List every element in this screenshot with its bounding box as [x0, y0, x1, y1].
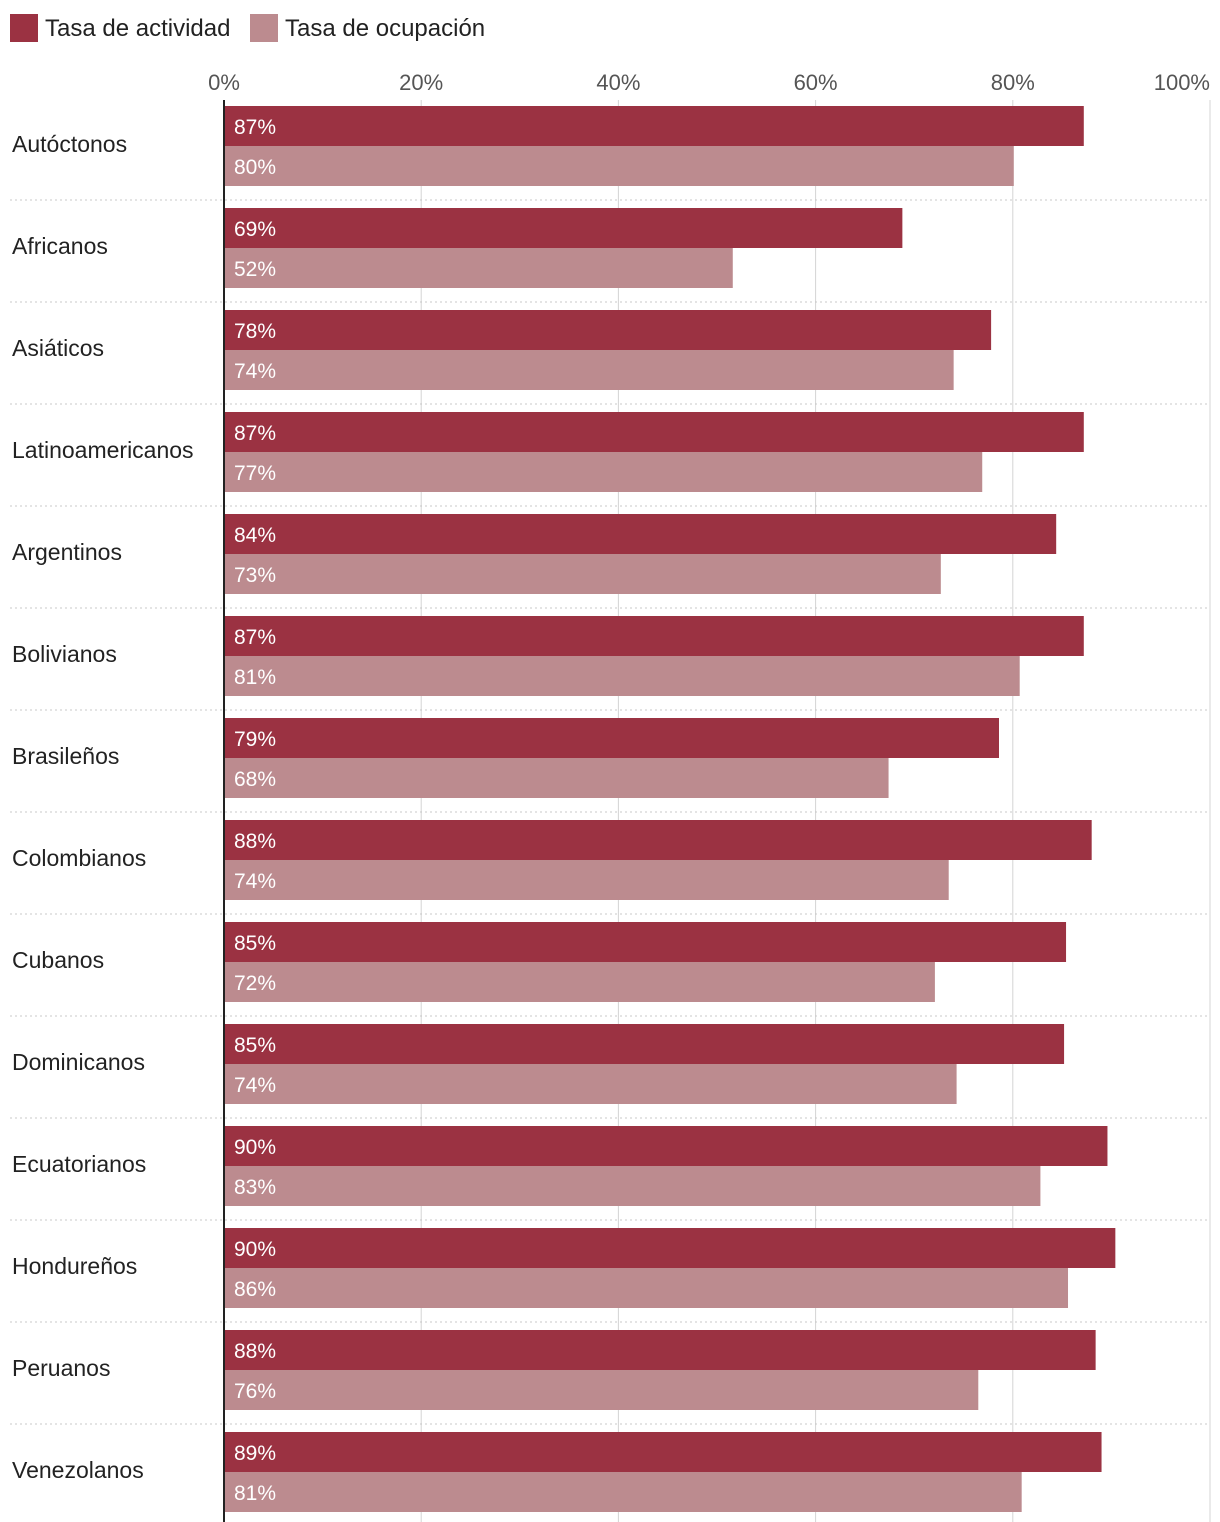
- bar-tasa-de-actividad-hondurenos: [224, 1228, 1116, 1268]
- bar-tasa-de-ocupacion-venezolanos: [224, 1472, 1022, 1512]
- bar-tasa-de-actividad-autoctonos: [224, 106, 1084, 146]
- bar-value-label: 90%: [234, 1238, 276, 1261]
- legend-label-ocupacion: Tasa de ocupación: [285, 15, 485, 42]
- bar-tasa-de-ocupacion-argentinos: [224, 554, 941, 594]
- bar-tasa-de-ocupacion-bolivianos: [224, 656, 1020, 696]
- category-label-bolivianos: Bolivianos: [12, 641, 117, 667]
- category-label-dominicanos: Dominicanos: [12, 1049, 145, 1075]
- bar-tasa-de-ocupacion-autoctonos: [224, 146, 1014, 186]
- x-axis-ticks: 0% 20% 40% 60% 80% 100%: [208, 70, 1210, 95]
- category-labels: Autóctonos Africanos Asiáticos Latinoameric…: [12, 131, 194, 1483]
- bar-tasa-de-ocupacion-asiaticos: [224, 350, 954, 390]
- bar-tasa-de-ocupacion-cubanos: [224, 962, 935, 1002]
- bar-tasa-de-ocupacion-brasilenos: [224, 758, 889, 798]
- bar-tasa-de-ocupacion-latinoamericanos: [224, 452, 983, 492]
- row-separators: [10, 199, 1210, 1425]
- category-label-colombianos: Colombianos: [12, 845, 146, 871]
- bar-tasa-de-actividad-brasilenos: [224, 718, 999, 758]
- bar-tasa-de-ocupacion-africanos: [224, 248, 733, 288]
- legend-swatch-ocupacion: [250, 14, 278, 42]
- bar-tasa-de-ocupacion-peruanos: [224, 1370, 979, 1410]
- category-label-cubanos: Cubanos: [12, 947, 104, 973]
- bar-value-label: 81%: [234, 1482, 276, 1505]
- bar-value-label: 52%: [234, 258, 276, 281]
- bar-tasa-de-actividad-argentinos: [224, 514, 1057, 554]
- bar-value-label: 90%: [234, 1136, 276, 1159]
- category-label-latinoamericanos: Latinoamericanos: [12, 437, 194, 463]
- bar-tasa-de-actividad-africanos: [224, 208, 903, 248]
- bar-value-label: 89%: [234, 1442, 276, 1465]
- bar-tasa-de-actividad-asiaticos: [224, 310, 992, 350]
- bar-value-label: 74%: [234, 1074, 276, 1097]
- x-tick-label: 0%: [208, 70, 240, 95]
- category-label-hondurenos: Hondureños: [12, 1253, 137, 1279]
- bar-value-label: 83%: [234, 1176, 276, 1199]
- bar-tasa-de-ocupacion-colombianos: [224, 860, 949, 900]
- bar-tasa-de-actividad-cubanos: [224, 922, 1067, 962]
- bar-value-label: 87%: [234, 116, 276, 139]
- bar-tasa-de-ocupacion-ecuatorianos: [224, 1166, 1041, 1206]
- bar-tasa-de-actividad-ecuatorianos: [224, 1126, 1108, 1166]
- bar-value-label: 84%: [234, 524, 276, 547]
- bar-value-label: 79%: [234, 728, 276, 751]
- category-label-brasilenos: Brasileños: [12, 743, 119, 769]
- bar-value-label: 68%: [234, 768, 276, 791]
- bar-value-label: 85%: [234, 932, 276, 955]
- x-tick-label: 40%: [596, 70, 640, 95]
- bar-value-label: 78%: [234, 320, 276, 343]
- legend-swatch-actividad: [10, 14, 38, 42]
- bar-tasa-de-actividad-bolivianos: [224, 616, 1084, 656]
- x-tick-label: 60%: [794, 70, 838, 95]
- category-label-peruanos: Peruanos: [12, 1355, 110, 1381]
- legend-label-actividad: Tasa de actividad: [45, 15, 230, 42]
- bar-tasa-de-actividad-colombianos: [224, 820, 1092, 860]
- bar-tasa-de-actividad-venezolanos: [224, 1432, 1102, 1472]
- bar-value-label: 77%: [234, 462, 276, 485]
- bars: 87% 80% 69% 52% 78% 74% 87% 77% 84% 73% 87% 81% 79% 6…: [224, 106, 1116, 1512]
- legend: Tasa de actividad Tasa de ocupación: [10, 14, 485, 42]
- bar-value-label: 69%: [234, 218, 276, 241]
- bar-tasa-de-actividad-latinoamericanos: [224, 412, 1084, 452]
- bar-value-label: 74%: [234, 360, 276, 383]
- x-tick-label: 20%: [399, 70, 443, 95]
- bar-value-label: 72%: [234, 972, 276, 995]
- bar-value-label: 80%: [234, 156, 276, 179]
- bar-value-label: 86%: [234, 1278, 276, 1301]
- x-tick-label: 80%: [991, 70, 1035, 95]
- category-label-asiaticos: Asiáticos: [12, 335, 104, 361]
- bar-tasa-de-actividad-dominicanos: [224, 1024, 1065, 1064]
- bar-tasa-de-actividad-peruanos: [224, 1330, 1096, 1370]
- bar-value-label: 88%: [234, 830, 276, 853]
- bar-value-label: 73%: [234, 564, 276, 587]
- bar-value-label: 87%: [234, 422, 276, 445]
- bar-value-label: 81%: [234, 666, 276, 689]
- x-tick-label: 100%: [1154, 70, 1210, 95]
- bar-value-label: 76%: [234, 1380, 276, 1403]
- category-label-africanos: Africanos: [12, 233, 108, 259]
- bar-tasa-de-ocupacion-hondurenos: [224, 1268, 1069, 1308]
- bar-value-label: 88%: [234, 1340, 276, 1363]
- category-label-ecuatorianos: Ecuatorianos: [12, 1151, 146, 1177]
- bar-tasa-de-ocupacion-dominicanos: [224, 1064, 957, 1104]
- bar-value-label: 87%: [234, 626, 276, 649]
- bar-value-label: 85%: [234, 1034, 276, 1057]
- category-label-argentinos: Argentinos: [12, 539, 122, 565]
- category-label-venezolanos: Venezolanos: [12, 1457, 144, 1483]
- bar-value-label: 74%: [234, 870, 276, 893]
- category-label-autoctonos: Autóctonos: [12, 131, 127, 157]
